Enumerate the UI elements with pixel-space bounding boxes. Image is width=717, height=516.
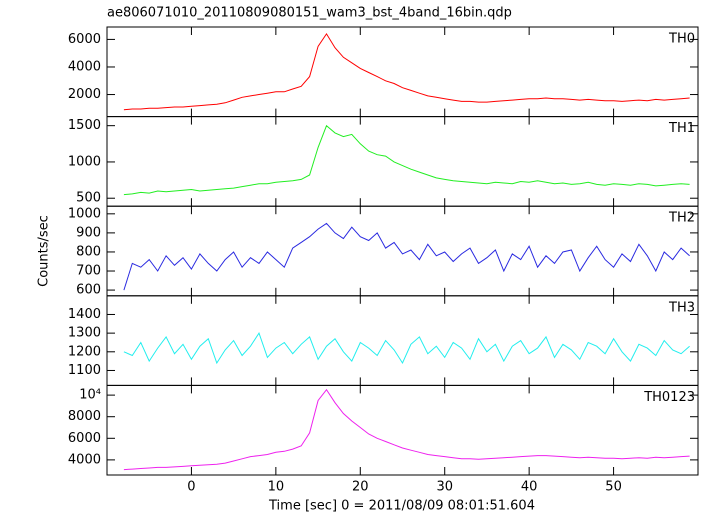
x-tick-label: 40 xyxy=(521,480,538,495)
panel-label: TH3 xyxy=(668,300,695,315)
light-curve xyxy=(123,388,690,471)
y-tick-label: 8000 xyxy=(68,409,101,424)
y-tick-label: 6000 xyxy=(68,431,101,446)
y-tick-label: 4000 xyxy=(68,59,101,74)
chart-title: ae806071010_20110809080151_wam3_bst_4ban… xyxy=(107,6,512,21)
panel-frame xyxy=(106,384,699,476)
x-tick-label: 50 xyxy=(605,480,622,495)
y-tick-label: 1200 xyxy=(68,344,101,359)
y-tick-label: 1100 xyxy=(68,363,101,378)
y-tick-label: 2000 xyxy=(68,87,101,102)
light-curve xyxy=(123,331,690,365)
panel-label: TH0123 xyxy=(643,390,695,405)
y-tick-label: 1000 xyxy=(68,206,101,221)
light-curve xyxy=(123,124,690,196)
y-tick-label: 6000 xyxy=(68,32,101,47)
y-tick-label: 800 xyxy=(76,244,101,259)
light-curve xyxy=(123,32,690,111)
panel-frame xyxy=(106,26,699,118)
panel-label: TH2 xyxy=(668,211,695,226)
y-tick-label: 700 xyxy=(76,264,101,279)
x-tick-label: 10 xyxy=(268,480,285,495)
y-axis-label: Counts/sec xyxy=(37,215,52,287)
y-tick-label: 600 xyxy=(76,283,101,298)
panel-label: TH1 xyxy=(668,121,695,136)
x-tick-label: 20 xyxy=(352,480,369,495)
y-tick-label: 900 xyxy=(76,225,101,240)
x-axis-label: Time [sec] 0 = 2011/08/09 08:01:51.604 xyxy=(268,499,535,514)
x-tick-label: 30 xyxy=(436,480,453,495)
y-tick-label: 10⁴ xyxy=(79,388,101,403)
panel-frame xyxy=(106,295,699,386)
panel-frame xyxy=(106,205,699,297)
y-tick-label: 1300 xyxy=(68,326,101,341)
y-tick-label: 500 xyxy=(76,191,101,206)
y-tick-label: 4000 xyxy=(68,452,101,467)
y-tick-label: 1500 xyxy=(68,118,101,133)
x-tick-label: 0 xyxy=(187,480,195,495)
panel-label: TH0 xyxy=(668,32,695,47)
light-curve xyxy=(123,222,690,291)
y-tick-label: 1400 xyxy=(68,307,101,322)
y-tick-label: 1000 xyxy=(68,154,101,169)
panel-frame xyxy=(106,116,699,207)
